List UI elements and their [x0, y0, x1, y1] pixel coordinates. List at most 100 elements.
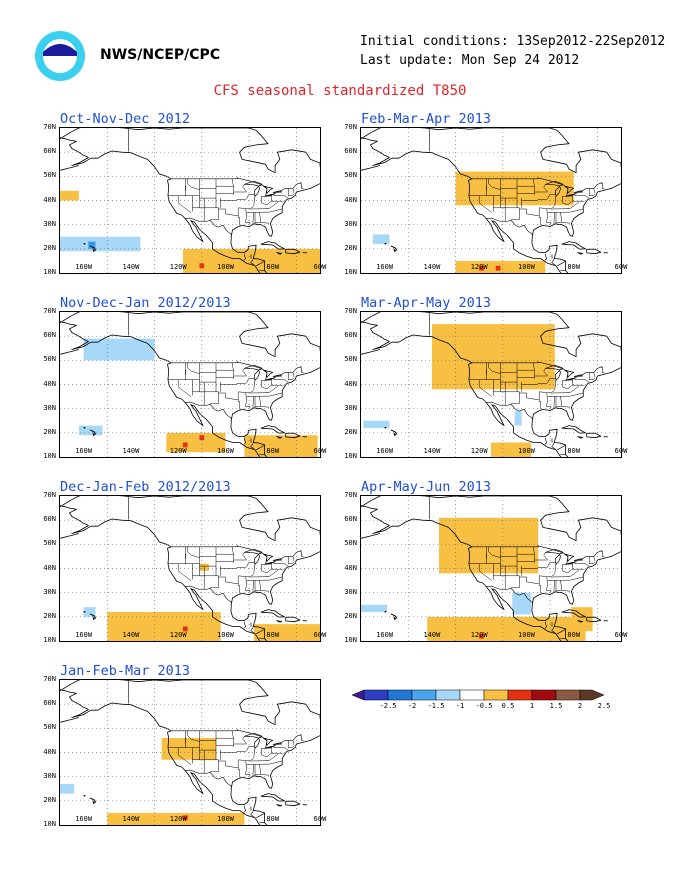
state-border [261, 563, 272, 565]
lake [272, 742, 283, 745]
country-border [471, 361, 605, 380]
y-axis-label: 10N [344, 452, 357, 460]
state-border [184, 738, 186, 744]
coastline [60, 717, 80, 723]
state-border [547, 378, 556, 384]
x-axis-label: 120W [169, 263, 187, 271]
lake [573, 190, 584, 193]
state-border [273, 378, 289, 383]
country-border [256, 444, 266, 451]
state-border [485, 370, 487, 376]
x-axis-label: 100W [518, 447, 535, 455]
state-border [187, 178, 200, 190]
colorbar-tick-label: 1 [529, 702, 535, 710]
y-axis-label: 50N [344, 171, 357, 180]
anomaly-region [161, 738, 216, 760]
state-border [478, 379, 493, 397]
coastline [230, 551, 320, 641]
country-border [243, 621, 247, 629]
state-border [252, 580, 254, 592]
island [276, 252, 283, 255]
state-border [287, 740, 295, 748]
lake [262, 553, 274, 562]
state-border [572, 195, 585, 202]
state-border [538, 391, 541, 410]
state-border [264, 753, 279, 761]
state-border [532, 362, 535, 379]
country-border [184, 217, 232, 235]
state-border [588, 188, 596, 196]
state-border [565, 569, 580, 577]
state-border [187, 362, 200, 374]
state-border [260, 406, 270, 408]
x-axis-label: 160W [376, 263, 394, 271]
x-axis-label: 60W [614, 447, 628, 455]
state-border [488, 178, 501, 190]
y-axis-label: 20N [344, 243, 357, 252]
country-border [170, 177, 304, 196]
state-border [553, 580, 555, 592]
state-border [292, 372, 295, 378]
island [83, 610, 86, 613]
state-border [485, 554, 487, 560]
state-border [246, 760, 283, 765]
state-border [538, 207, 541, 226]
island [577, 252, 584, 255]
island [285, 432, 301, 439]
state-border [231, 546, 234, 563]
map-panel-ond [59, 127, 321, 274]
state-border [253, 196, 256, 206]
island [384, 426, 387, 429]
state-border [231, 730, 234, 747]
state-border [254, 764, 262, 775]
colorbar-segment [579, 689, 605, 701]
country-border [250, 443, 255, 450]
island [285, 800, 301, 807]
state-border [526, 577, 540, 585]
state-border [551, 206, 555, 209]
state-border [261, 754, 267, 758]
x-axis-label: 160W [376, 631, 394, 639]
state-border [250, 758, 254, 761]
x-axis-label: 80W [266, 815, 280, 823]
state-border [225, 577, 239, 585]
y-axis-label: 10N [43, 452, 56, 460]
island [89, 245, 96, 252]
coastline [531, 367, 621, 457]
state-border [252, 396, 254, 408]
y-axis-label: 40N [344, 379, 357, 388]
country-border [243, 253, 247, 261]
anomaly-region [107, 812, 245, 825]
state-border [292, 556, 295, 562]
lake [253, 370, 261, 381]
state-border [567, 384, 573, 390]
y-axis-label: 20N [344, 427, 357, 436]
state-border [177, 195, 192, 213]
country-border [259, 637, 265, 640]
state-border [261, 195, 272, 197]
y-axis-label: 20N [43, 427, 56, 436]
lake [272, 374, 283, 377]
state-border [526, 209, 540, 217]
x-axis-label: 140W [122, 815, 140, 823]
state-border [271, 379, 284, 386]
x-axis-label: 120W [169, 447, 187, 455]
state-border [252, 764, 254, 776]
anomaly-region [514, 411, 522, 426]
country-border [551, 443, 556, 450]
x-axis-label: 60W [614, 631, 628, 639]
y-axis-label: 40N [43, 379, 56, 388]
state-border [264, 201, 279, 209]
coastline [361, 496, 621, 542]
country-border [485, 585, 533, 603]
map-canvas [361, 312, 621, 457]
colorbar-segment [387, 689, 413, 701]
state-border [245, 208, 251, 225]
map-panel-amj [360, 495, 622, 642]
state-border [238, 759, 251, 762]
state-border [246, 746, 255, 752]
state-border [266, 384, 272, 390]
state-border [266, 568, 272, 574]
coastline [60, 349, 80, 355]
x-axis-label: 80W [266, 631, 280, 639]
